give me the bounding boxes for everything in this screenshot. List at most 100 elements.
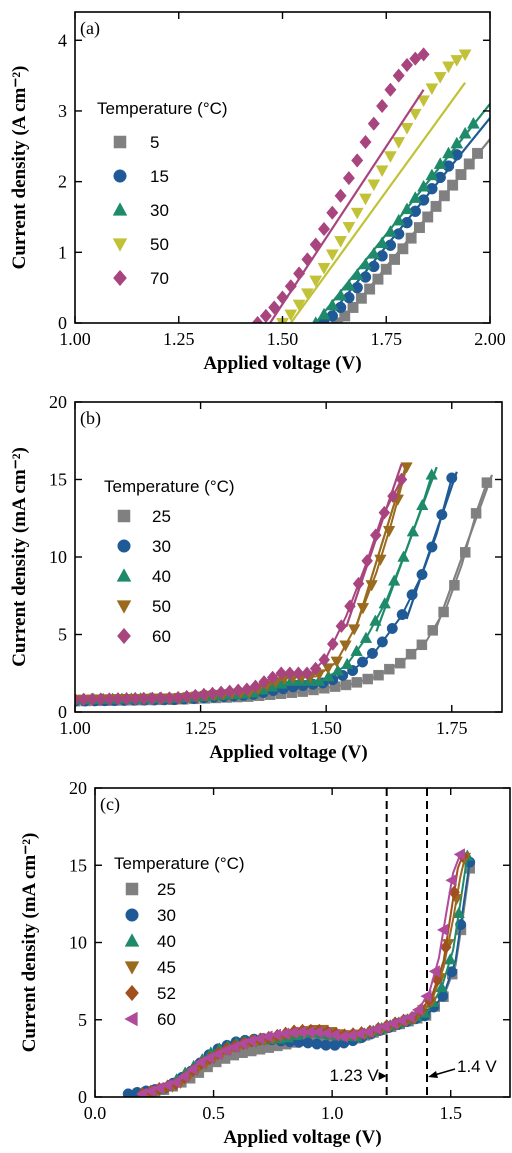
data-point (261, 1030, 273, 1043)
data-point (430, 200, 442, 212)
data-point (403, 1010, 415, 1024)
data-point (408, 108, 422, 121)
plot-area (251, 47, 490, 323)
data-point (322, 669, 335, 682)
legend-marker (112, 238, 128, 252)
y-tick-label: 0 (58, 313, 67, 333)
legend-marker (113, 169, 127, 183)
plot-area (122, 788, 476, 1097)
legend-marker (113, 135, 127, 149)
y-tick-label: 5 (58, 625, 67, 645)
legend-label: 40 (152, 567, 171, 586)
y-axis-label: Current density (mA cm⁻²) (19, 833, 40, 1053)
y-tick-label: 4 (58, 30, 67, 50)
data-point (112, 692, 124, 706)
data-point (266, 670, 279, 685)
data-point (202, 1051, 215, 1065)
reference-arrowhead (428, 1071, 438, 1078)
series-60 (75, 463, 408, 707)
legend-marker (125, 908, 139, 922)
data-point (259, 308, 272, 323)
y-tick-label: 20 (49, 392, 67, 412)
data-point (373, 669, 384, 681)
legend-marker (124, 961, 140, 975)
data-point (152, 1081, 164, 1095)
y-tick-label: 0 (58, 702, 67, 722)
data-point (352, 576, 365, 591)
data-point (417, 179, 431, 192)
data-point (75, 692, 81, 707)
legend-label: 5 (150, 133, 159, 152)
data-point (438, 606, 449, 618)
data-point (361, 553, 373, 568)
legend-label: 60 (157, 1010, 176, 1029)
series-line (146, 857, 466, 1095)
y-tick-label: 20 (69, 778, 87, 798)
panel-label: (b) (80, 408, 101, 429)
data-point (215, 685, 227, 700)
data-point (334, 188, 347, 203)
y-tick-label: 15 (49, 470, 67, 490)
legend-title: Temperature (°C) (97, 99, 228, 118)
data-point (392, 137, 406, 149)
data-point (350, 644, 363, 656)
series-40 (137, 849, 474, 1097)
legend-marker (113, 269, 127, 287)
y-tick-label: 1 (58, 242, 67, 262)
data-point (276, 290, 289, 305)
data-point (369, 614, 382, 626)
data-point (395, 1014, 407, 1027)
data-point (459, 547, 471, 558)
data-point (442, 61, 455, 74)
fit-line (355, 463, 408, 628)
data-point (144, 1084, 156, 1097)
data-point (355, 292, 367, 304)
data-point (420, 990, 432, 1003)
data-point (330, 656, 343, 668)
data-point (341, 657, 354, 669)
data-point (378, 505, 391, 520)
x-tick-label: 1.75 (436, 718, 468, 738)
data-point (425, 168, 439, 181)
x-tick-label: 0.0 (84, 1103, 107, 1123)
data-point (383, 151, 397, 163)
data-point (283, 666, 296, 681)
data-point (422, 211, 434, 223)
data-point (325, 298, 339, 311)
legend-label: 30 (150, 201, 169, 220)
data-point (378, 597, 391, 609)
x-tick-label: 1.50 (310, 718, 342, 738)
fit-line (345, 463, 403, 628)
data-point (453, 848, 465, 861)
data-point (309, 237, 322, 252)
data-point (77, 692, 90, 707)
data-point (392, 213, 406, 226)
series-line (137, 868, 471, 1095)
y-axis-label: Current density (A cm⁻²) (9, 66, 30, 270)
y-tick-label: 10 (49, 547, 67, 567)
legend: Temperature (°C) 25 30 40 45 52 60 (114, 854, 245, 1029)
data-point (244, 1034, 256, 1048)
data-point (359, 134, 372, 150)
data-point (319, 1027, 332, 1040)
data-point (384, 82, 397, 97)
data-point (375, 165, 389, 178)
data-point (268, 300, 281, 315)
data-point (342, 221, 356, 234)
y-tick-label: 0 (78, 1087, 87, 1107)
data-point (103, 692, 116, 706)
y-axis-label: Current density (mA cm⁻²) (9, 447, 30, 667)
data-point (292, 299, 306, 312)
data-point (350, 207, 364, 220)
data-point (309, 275, 323, 288)
data-point (292, 666, 305, 681)
data-point (367, 179, 381, 192)
data-point (376, 98, 389, 114)
y-tick-label: 3 (58, 101, 67, 121)
data-point (463, 158, 475, 170)
legend-title: Temperature (°C) (114, 854, 245, 873)
x-axis-label: Applied voltage (V) (223, 1127, 381, 1148)
legend-label: 30 (157, 906, 176, 925)
data-point (211, 1048, 223, 1061)
data-point (342, 170, 355, 186)
